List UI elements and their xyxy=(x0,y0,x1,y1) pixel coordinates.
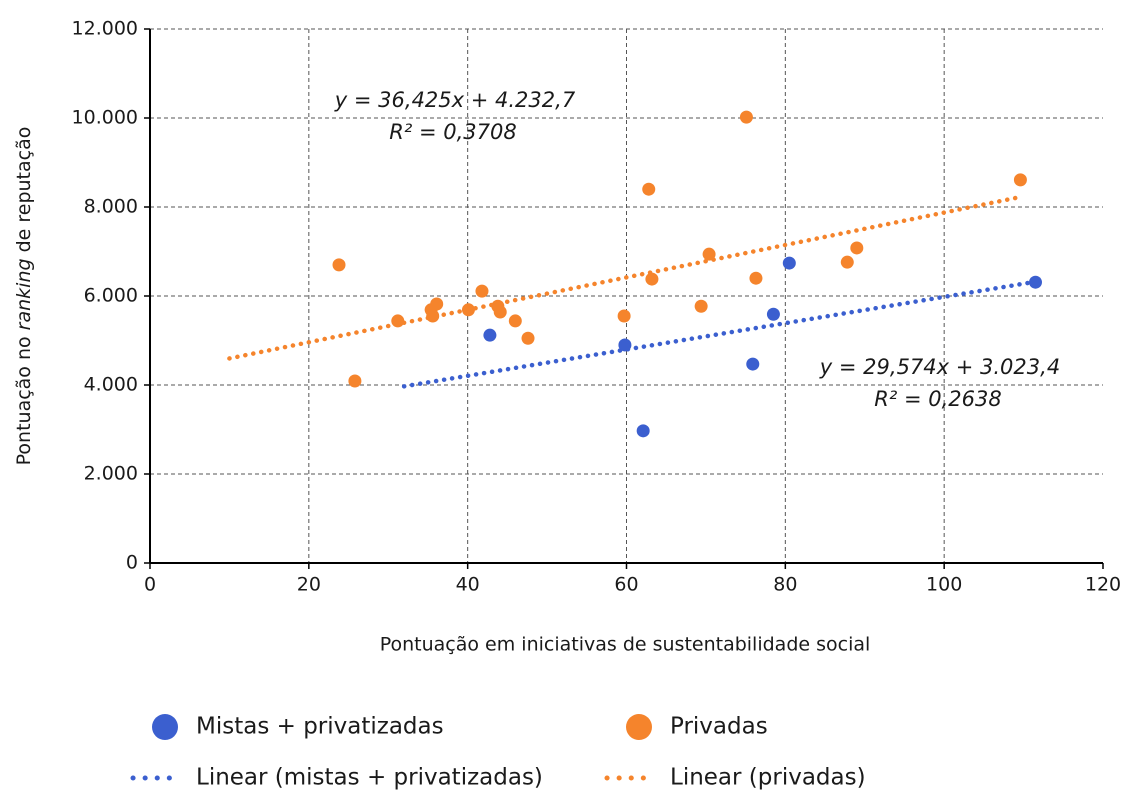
trend-equation: y = 29,574x + 3.023,4 xyxy=(819,355,1060,379)
y-tick-label: 2.000 xyxy=(84,463,138,485)
point xyxy=(391,314,405,328)
x-tick-label: 100 xyxy=(926,574,962,596)
trend-equation: R² = 0,2638 xyxy=(874,387,1001,411)
point xyxy=(332,258,346,272)
point xyxy=(348,374,362,388)
legend-label: Linear (mistas + privatizadas) xyxy=(196,765,543,791)
y-tick-label: 12.000 xyxy=(72,18,138,40)
point xyxy=(618,338,632,352)
x-tick-label: 80 xyxy=(773,574,797,596)
y-axis-label-part: Pontuação no xyxy=(13,330,35,465)
legend-label: Mistas + privatizadas xyxy=(196,714,444,740)
point xyxy=(426,309,440,323)
point xyxy=(493,305,507,319)
point xyxy=(850,241,864,255)
x-tick-label: 60 xyxy=(614,574,638,596)
point xyxy=(1028,275,1042,289)
trend-equation: y = 36,425x + 4.232,7 xyxy=(334,88,576,112)
point xyxy=(739,110,753,124)
point xyxy=(475,284,489,298)
point xyxy=(749,271,763,285)
x-tick-label: 120 xyxy=(1085,574,1121,596)
y-tick-label: 0 xyxy=(126,552,138,574)
y-tick-label: 8.000 xyxy=(84,196,138,218)
point xyxy=(694,299,708,313)
x-tick-label: 40 xyxy=(456,574,480,596)
legend-marker xyxy=(152,714,178,740)
point xyxy=(461,303,475,317)
point xyxy=(508,314,522,328)
y-axis-label-part: ranking xyxy=(13,258,35,330)
point xyxy=(782,256,796,270)
point xyxy=(766,307,780,321)
trend-equation: R² = 0,3708 xyxy=(389,120,516,144)
point xyxy=(483,328,497,342)
legend-label: Linear (privadas) xyxy=(670,765,866,791)
y-axis-label: Pontuação no ranking de reputação xyxy=(13,127,35,466)
legend-label: Privadas xyxy=(670,714,768,740)
y-axis-label-part: de reputação xyxy=(13,127,35,259)
legend-marker xyxy=(626,714,652,740)
point xyxy=(840,255,854,269)
point xyxy=(702,247,716,261)
x-tick-label: 20 xyxy=(297,574,321,596)
trendline xyxy=(227,194,1022,361)
point xyxy=(645,272,659,286)
point xyxy=(617,309,631,323)
point xyxy=(1013,173,1027,187)
point xyxy=(746,357,760,371)
point xyxy=(642,182,656,196)
y-tick-label: 6.000 xyxy=(84,285,138,307)
x-axis-label: Pontuação em iniciativas de sustentabili… xyxy=(380,634,871,656)
point xyxy=(636,424,650,438)
point xyxy=(521,331,535,345)
trendline xyxy=(401,280,1034,389)
y-tick-label: 10.000 xyxy=(72,107,138,129)
y-tick-label: 4.000 xyxy=(84,374,138,396)
point xyxy=(430,297,444,311)
x-tick-label: 0 xyxy=(144,574,156,596)
